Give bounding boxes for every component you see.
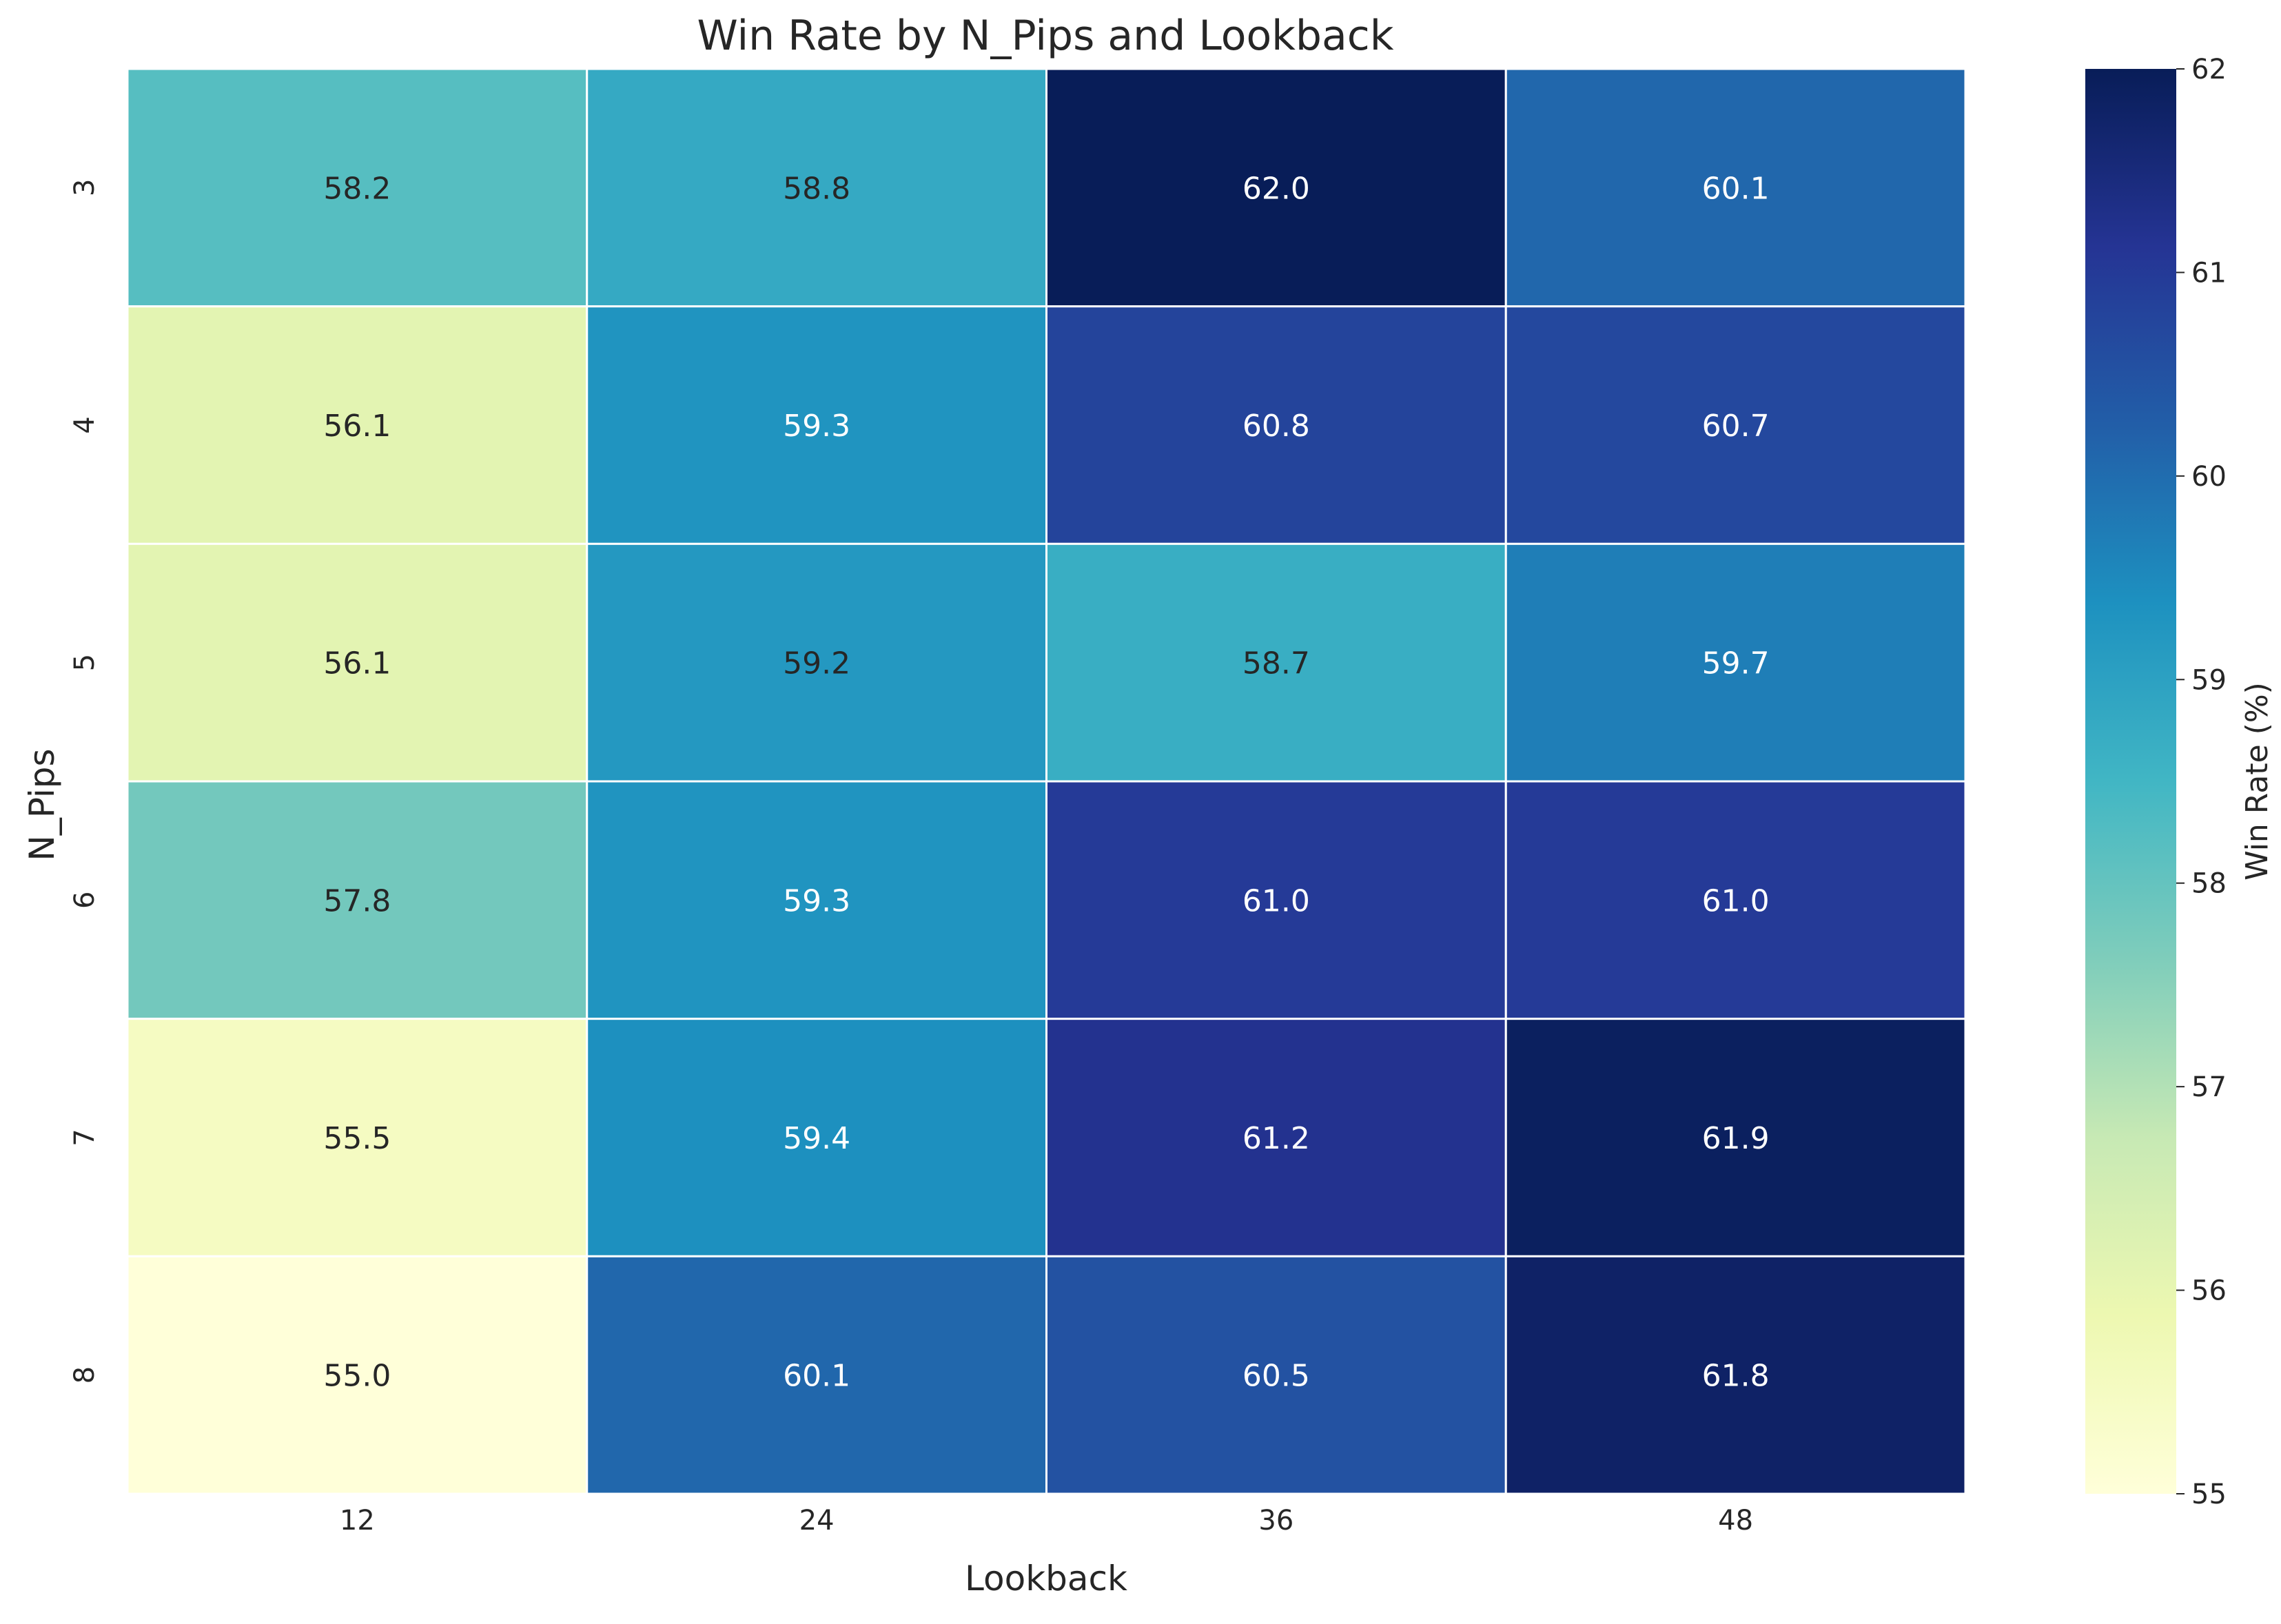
heatmap-cell	[586, 1018, 1047, 1257]
colorbar-label: Win Rate (%)	[2240, 682, 2275, 881]
cell-value-label: 56.1	[323, 409, 391, 444]
x-tick-label: 12	[340, 1505, 375, 1536]
colorbar: 55 56 57 58 59 60 61 62 Win Rate (%)	[2085, 54, 2275, 1510]
y-tick-label: 5	[69, 654, 101, 671]
x-tick-label: 24	[799, 1505, 835, 1536]
colorbar-tick-label: 56	[2191, 1275, 2227, 1307]
colorbar-tick-label: 61	[2191, 257, 2227, 289]
cell-value-label: 55.0	[323, 1359, 391, 1394]
heatmap-cells	[126, 68, 1967, 1495]
x-tick-label: 36	[1258, 1505, 1293, 1536]
heatmap-cell	[586, 780, 1047, 1020]
cell-value-label: 61.2	[1242, 1121, 1310, 1156]
cell-value-label: 61.8	[1702, 1359, 1770, 1394]
cell-value-label: 58.2	[323, 171, 391, 206]
cell-value-label: 59.3	[783, 409, 850, 444]
heatmap-cell	[1045, 780, 1507, 1020]
heatmap-cell	[126, 1018, 589, 1257]
colorbar-tick-label: 57	[2191, 1071, 2227, 1103]
cell-value-label: 60.7	[1702, 409, 1770, 444]
heatmap-cell	[126, 68, 589, 308]
y-tick-label: 8	[69, 1366, 101, 1384]
colorbar-ticks: 55 56 57 58 59 60 61 62	[2176, 54, 2227, 1510]
y-tick-label: 6	[69, 892, 101, 909]
cell-value-label: 61.0	[1702, 883, 1770, 918]
cell-value-label: 61.9	[1702, 1121, 1770, 1156]
heatmap-cell	[1045, 1018, 1507, 1257]
heatmap-cell	[126, 1255, 589, 1495]
cell-value-label: 59.2	[783, 646, 850, 681]
cell-value-label: 56.1	[323, 646, 391, 681]
cell-value-label: 55.5	[323, 1121, 391, 1156]
heatmap-cell	[586, 68, 1047, 308]
colorbar-tick-label: 58	[2191, 868, 2227, 900]
heatmap-cell	[1504, 542, 1967, 783]
cell-value-label: 59.3	[783, 883, 850, 918]
heatmap-cell	[1504, 1255, 1967, 1495]
y-tick-label: 7	[69, 1129, 101, 1146]
heatmap-cell	[126, 305, 589, 545]
y-axis-ticks: 3 4 5 6 7 8	[69, 179, 101, 1384]
cell-value-label: 58.8	[783, 171, 850, 206]
cell-value-label: 59.7	[1702, 646, 1770, 681]
cell-value-label: 61.0	[1242, 883, 1310, 918]
cell-value-label: 60.1	[783, 1359, 850, 1394]
heatmap-cell	[1504, 68, 1967, 308]
heatmap-cell	[1504, 1018, 1967, 1257]
heatmap-cell	[1504, 780, 1967, 1020]
colorbar-tick-label: 59	[2191, 664, 2227, 696]
x-tick-label: 48	[1718, 1505, 1753, 1536]
colorbar-gradient	[2085, 69, 2176, 1494]
colorbar-tick-label: 60	[2191, 461, 2227, 493]
cell-value-label: 58.7	[1242, 646, 1310, 681]
cell-value-label: 57.8	[323, 883, 391, 918]
heatmap-cell	[586, 305, 1047, 545]
cell-value-label: 60.1	[1702, 171, 1770, 206]
heatmap-cell	[1045, 305, 1507, 545]
cell-value-label: 62.0	[1242, 171, 1310, 206]
y-axis-label: N_Pips	[22, 748, 62, 861]
chart-title: Win Rate by N_Pips and Lookback	[697, 12, 1393, 60]
colorbar-tick-label: 62	[2191, 54, 2227, 85]
colorbar-tick-label: 55	[2191, 1479, 2227, 1510]
heatmap-cell	[1045, 1255, 1507, 1495]
x-axis-ticks: 12 24 36 48	[340, 1505, 1753, 1536]
cell-annotations: 58.2 58.8 62.0 60.1 56.1 59.3 60.8 60.7 56.1 59.2…	[323, 171, 1769, 1393]
heatmap-cell	[1045, 68, 1507, 308]
heatmap-cell	[126, 780, 589, 1020]
cell-value-label: 60.8	[1242, 409, 1310, 444]
heatmap-cell	[586, 542, 1047, 783]
y-tick-label: 3	[69, 179, 101, 196]
cell-value-label: 59.4	[783, 1121, 850, 1156]
y-tick-label: 4	[69, 416, 101, 433]
heatmap-cell	[1504, 305, 1967, 545]
x-axis-label: Lookback	[965, 1559, 1127, 1599]
heatmap-cell	[586, 1255, 1047, 1495]
cell-value-label: 60.5	[1242, 1359, 1310, 1394]
